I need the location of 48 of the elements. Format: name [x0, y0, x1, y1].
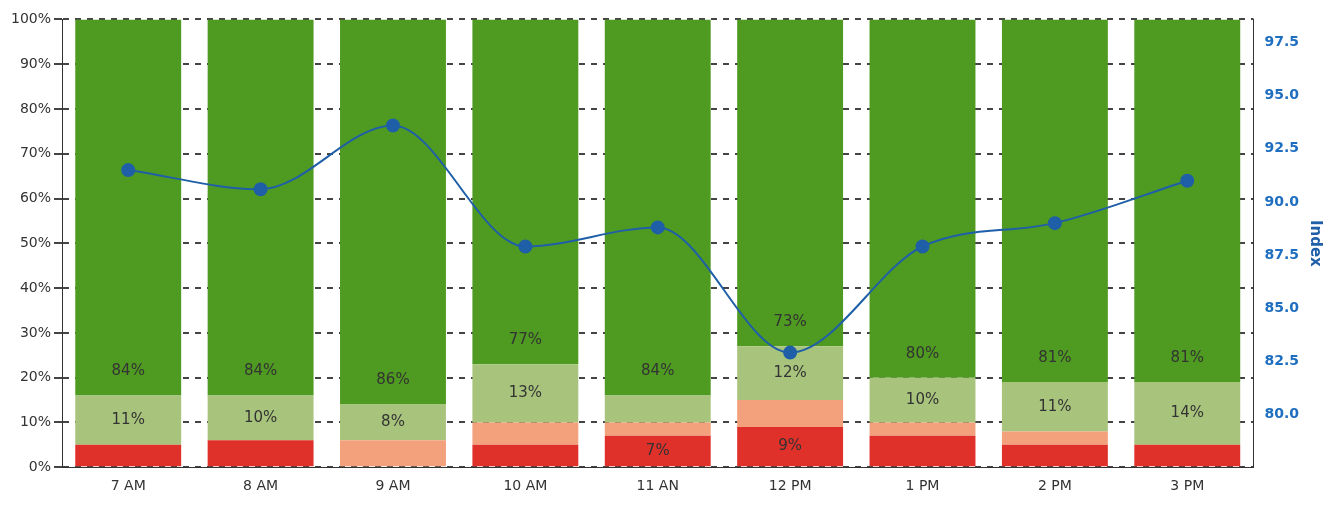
data-label: 14% — [1170, 403, 1204, 422]
y-tick-label: 0% — [28, 457, 52, 474]
data-label: 80% — [905, 343, 940, 362]
y2-tick-label: 90.0 — [1264, 192, 1300, 209]
x-tick-label: 12 PM — [768, 477, 812, 494]
data-label: 77% — [508, 330, 543, 349]
data-label: 9% — [778, 436, 803, 455]
data-label: 84% — [243, 361, 278, 380]
y2-tick-label: 92.5 — [1264, 139, 1299, 156]
y-tick-label: 80% — [19, 99, 52, 116]
y-tick-label: 100% — [10, 10, 52, 27]
x-tick-label: 11 AN — [636, 477, 679, 494]
x-tick-label: 9 AM — [375, 477, 411, 494]
data-label: 13% — [508, 383, 543, 402]
y2-tick-label: 80.0 — [1264, 404, 1300, 421]
y-tick-label: 30% — [19, 323, 52, 340]
data-label: 10% — [905, 389, 940, 408]
y2-axis-title: Index — [1307, 219, 1326, 268]
x-tick-label: 7 AM — [110, 477, 146, 494]
data-label: 12% — [773, 363, 807, 382]
x-tick-label: 3 PM — [1170, 477, 1205, 494]
data-label: 86% — [376, 370, 410, 389]
data-label: 81% — [1170, 348, 1204, 367]
y2-tick-label: 87.5 — [1264, 245, 1299, 262]
data-label: 11% — [1038, 396, 1072, 415]
data-label: 10% — [243, 407, 278, 426]
y2-tick-label: 97.5 — [1264, 33, 1299, 50]
data-label: 84% — [641, 361, 675, 380]
y-tick-label: 50% — [19, 233, 52, 250]
y2-tick-label: 85.0 — [1264, 298, 1300, 315]
data-label: 73% — [773, 312, 807, 331]
data-label: 81% — [1038, 348, 1072, 367]
y-tick-label: 70% — [19, 144, 52, 161]
x-tick-label: 10 AM — [503, 477, 548, 494]
data-label: 8% — [381, 412, 405, 431]
data-label: 84% — [111, 361, 145, 380]
y2-tick-label: 95.0 — [1264, 86, 1300, 103]
x-tick-label: 1 PM — [905, 477, 940, 494]
y-tick-label: 60% — [19, 189, 52, 206]
data-label: 7% — [645, 440, 670, 459]
y-tick-label: 90% — [19, 54, 52, 71]
y-tick-label: 20% — [19, 368, 52, 385]
y-tick-label: 10% — [19, 413, 52, 430]
y-tick-label: 40% — [19, 278, 52, 295]
data-label: 11% — [111, 410, 145, 429]
x-tick-label: 8 AM — [243, 477, 279, 494]
x-tick-label: 2 PM — [1037, 477, 1072, 494]
y2-tick-label: 82.5 — [1264, 351, 1299, 368]
